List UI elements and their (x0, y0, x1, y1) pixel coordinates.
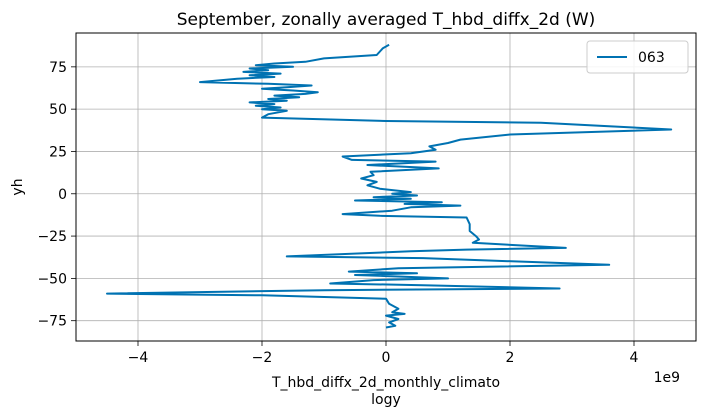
chart-title: September, zonally averaged T_hbd_diffx_… (177, 10, 596, 30)
x-axis-label: T_hbd_diffx_2d_monthly_climato (271, 375, 500, 391)
x-axis: −4 −2 0 2 4 (128, 341, 639, 366)
legend-label: 063 (638, 50, 665, 66)
legend-frame (586, 40, 689, 74)
series-group (106, 43, 673, 329)
x-tick-label: −4 (128, 350, 149, 366)
x-axis-label-line2: logy (371, 392, 401, 408)
y-tick-label: −25 (37, 229, 67, 245)
y-axis-label: yh (10, 178, 26, 195)
x-tick-label: 0 (382, 350, 391, 366)
x-tick-label: 2 (506, 350, 515, 366)
x-tick-label: −2 (252, 350, 273, 366)
y-tick-label: 0 (58, 187, 67, 203)
y-tick-label: −50 (37, 271, 67, 287)
y-tick-label: 75 (49, 60, 67, 76)
y-tick-label: 50 (49, 102, 67, 118)
grid-lines (76, 33, 696, 341)
y-tick-label: 25 (49, 144, 67, 160)
legend: 063 (586, 40, 689, 74)
series-line-063 (106, 43, 673, 329)
y-tick-label: −75 (37, 314, 67, 330)
x-axis-offset-text: 1e9 (654, 370, 680, 386)
y-axis: −75 −50 −25 0 25 50 75 (37, 60, 76, 330)
x-tick-label: 4 (630, 350, 639, 366)
